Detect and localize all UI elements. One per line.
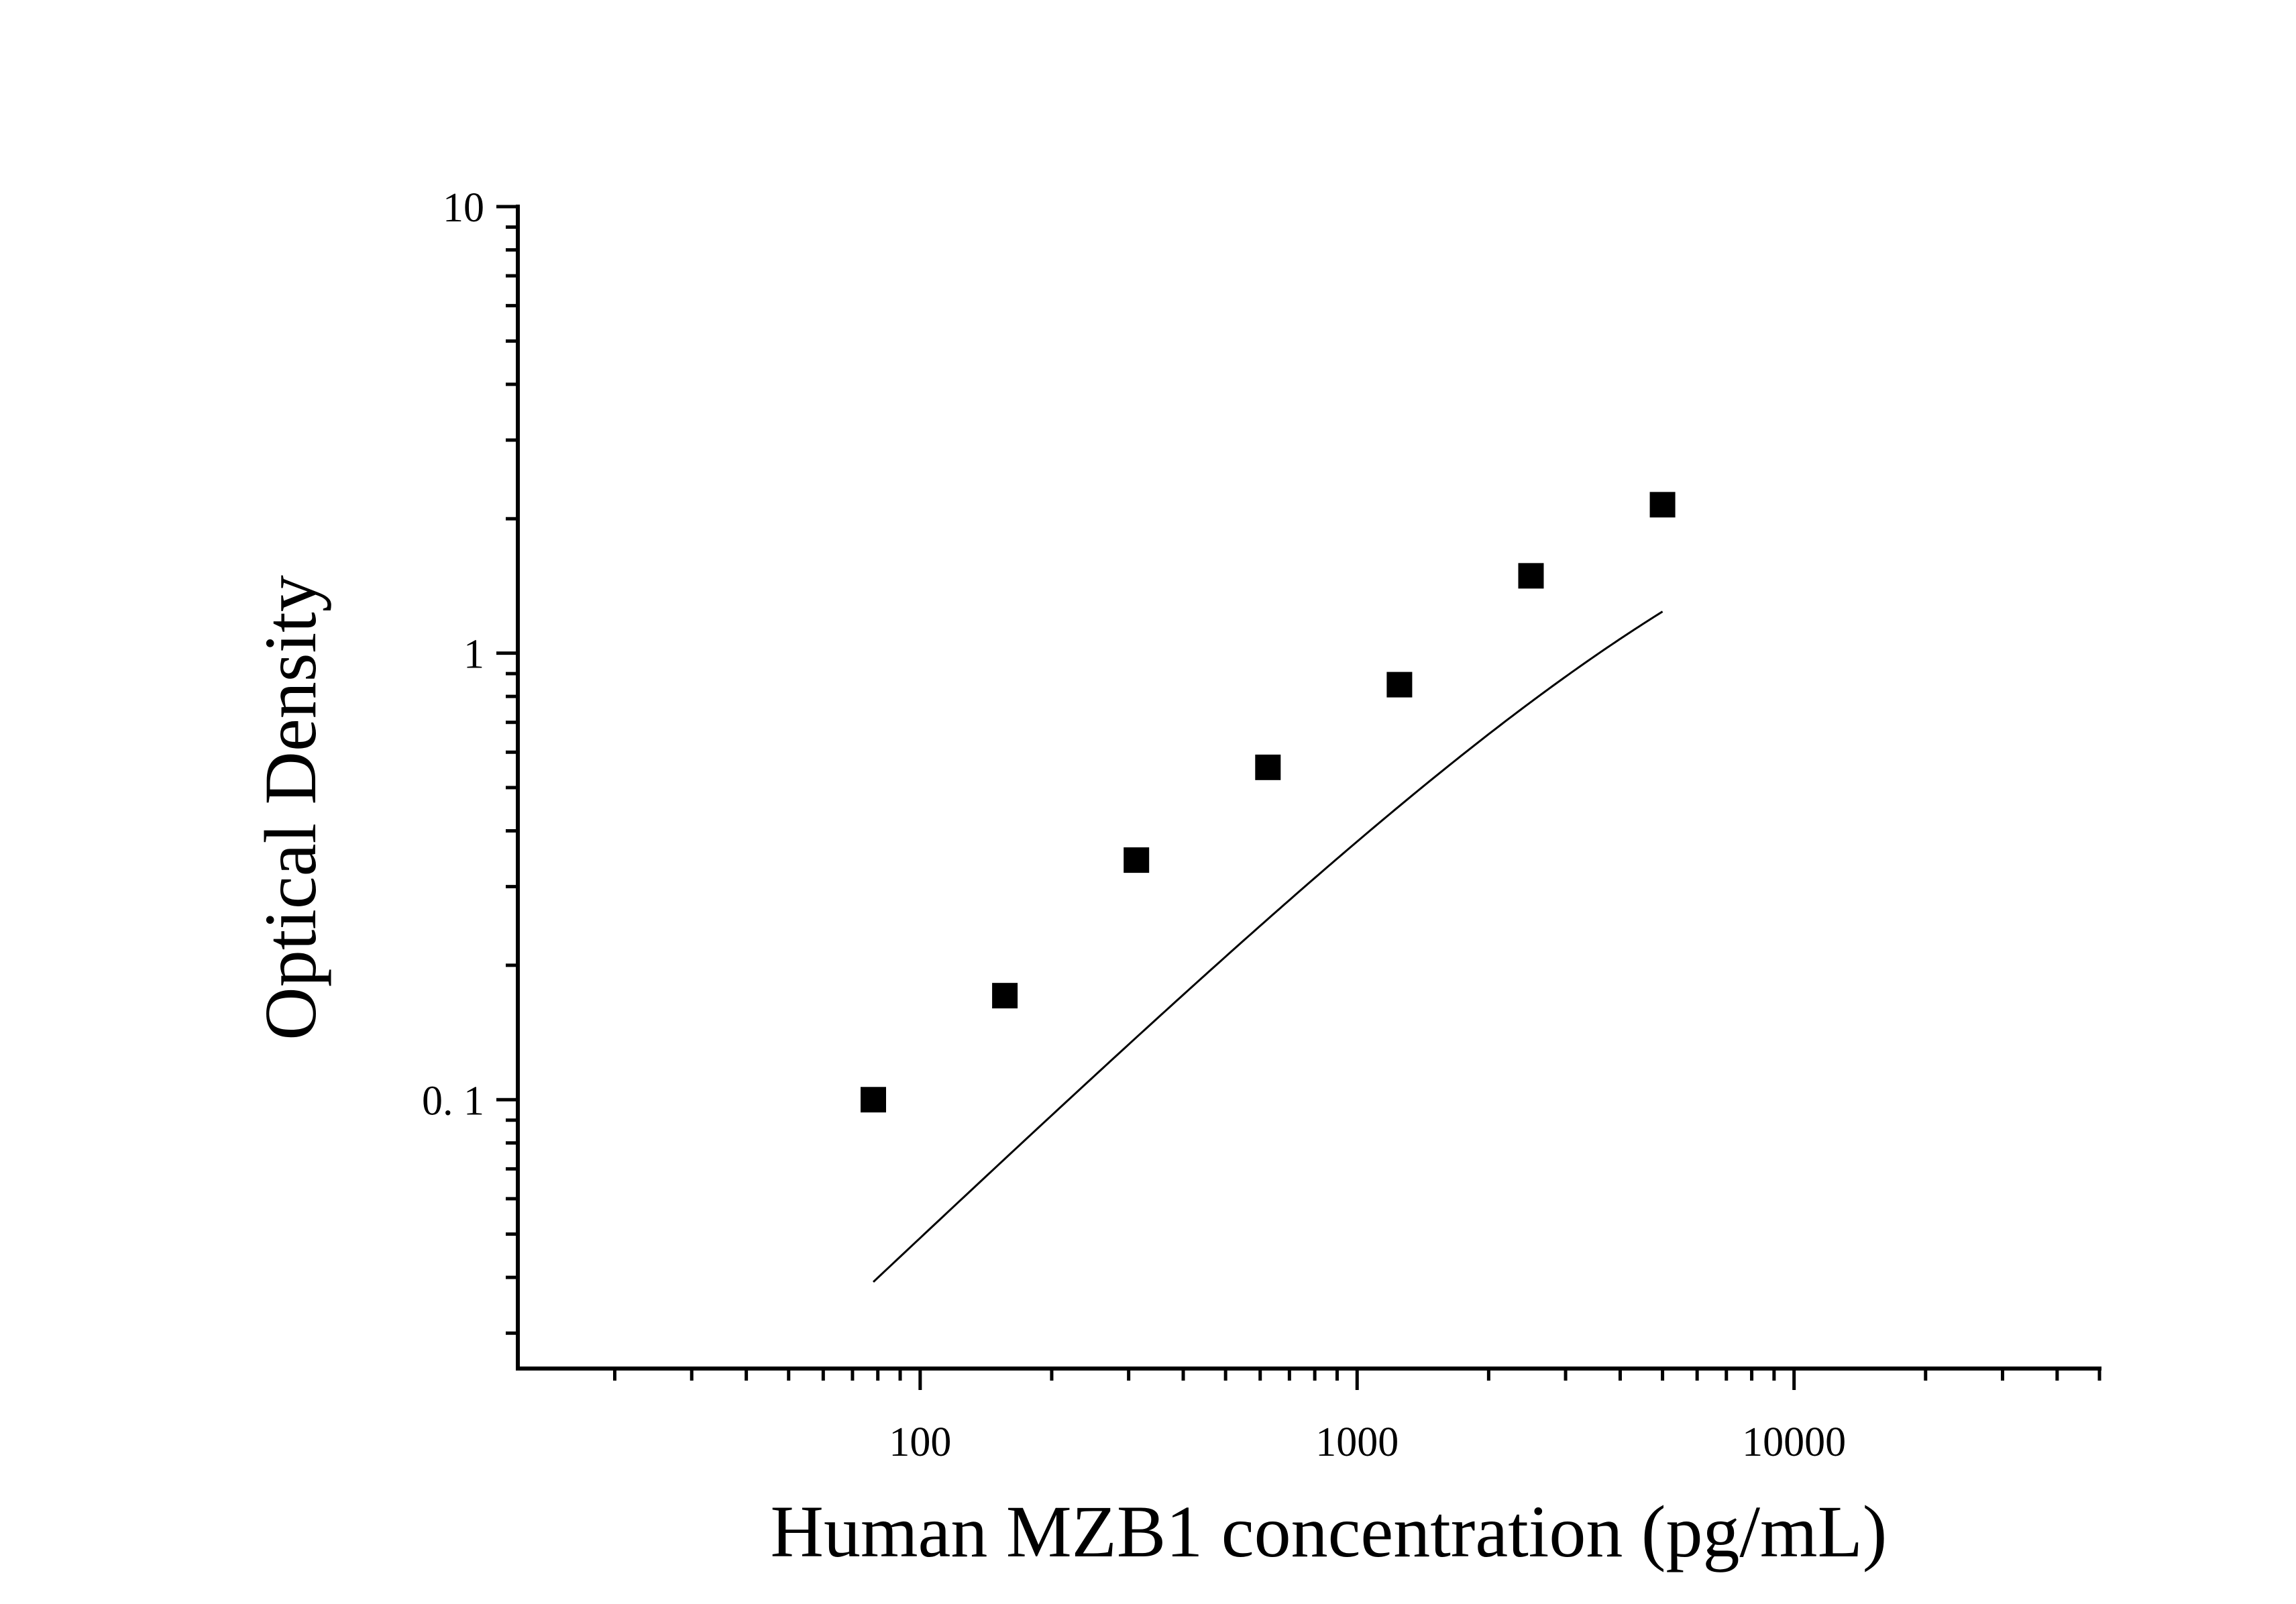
x-tick-label: 100 [889, 1420, 951, 1465]
axes: 100 1000 10000 10 1 0. 1 [422, 185, 2101, 1465]
x-tick-label: 10000 [1742, 1420, 1846, 1465]
y-tick-label: 0. 1 [422, 1078, 484, 1124]
y-tick-labels: 10 1 0. 1 [422, 185, 484, 1124]
data-point [861, 1087, 887, 1113]
data-point [1649, 492, 1676, 518]
y-tick-label: 1 [463, 632, 484, 678]
labels-layer: Human MZB1 concentration (pg/mL) Optical… [250, 575, 1887, 1572]
data-point [1386, 672, 1413, 698]
data-point [1255, 754, 1281, 780]
y-tick-label: 10 [443, 185, 484, 231]
data-point [1124, 847, 1150, 873]
x-tick-label: 1000 [1315, 1420, 1399, 1465]
x-axis-title: Human MZB1 concentration (pg/mL) [771, 1491, 1888, 1572]
y-axis-title: Optical Density [250, 575, 331, 1040]
data-points-layer [861, 492, 1676, 1113]
data-point [1518, 563, 1544, 589]
fit-curve-line [872, 610, 1663, 1283]
fit-curve-layer [872, 610, 1663, 1283]
data-point [992, 983, 1018, 1009]
x-tick-labels: 100 1000 10000 [889, 1420, 1846, 1465]
